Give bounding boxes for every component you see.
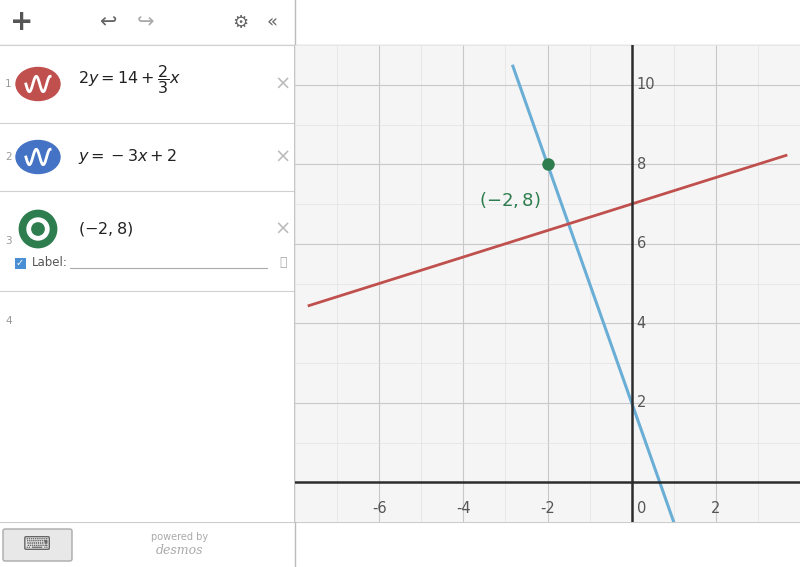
Text: ⌨: ⌨ [23, 535, 51, 555]
Text: 1: 1 [5, 79, 12, 89]
Text: ↪: ↪ [136, 12, 154, 32]
Text: ×: × [275, 219, 291, 239]
Text: +: + [10, 9, 34, 36]
Text: -4: -4 [456, 501, 470, 516]
Text: $y = -3x + 2$: $y = -3x + 2$ [78, 147, 177, 167]
Text: 3: 3 [5, 236, 12, 246]
Bar [14, 257, 26, 269]
Text: ✓: ✓ [16, 258, 24, 268]
Text: -2: -2 [540, 501, 555, 516]
Text: -6: -6 [372, 501, 386, 516]
Text: Label:: Label: [32, 256, 68, 269]
Text: ×: × [275, 147, 291, 167]
Text: $2y = 14 + \dfrac{2}{3}x$: $2y = 14 + \dfrac{2}{3}x$ [78, 64, 181, 96]
Ellipse shape [16, 141, 60, 174]
Text: $(-2, 8)$: $(-2, 8)$ [479, 190, 541, 210]
Text: 🔧: 🔧 [279, 256, 286, 269]
Text: 10: 10 [637, 77, 655, 92]
Text: powered by: powered by [151, 532, 209, 542]
Text: ⚙: ⚙ [232, 14, 248, 32]
Text: 4: 4 [5, 316, 12, 326]
Text: ×: × [275, 74, 291, 94]
Text: «: « [266, 14, 278, 32]
Text: desmos: desmos [156, 544, 204, 557]
Ellipse shape [16, 67, 60, 100]
Circle shape [19, 210, 57, 248]
Circle shape [32, 223, 44, 235]
Text: 2: 2 [5, 152, 12, 162]
Text: 6: 6 [637, 236, 646, 251]
Text: 8: 8 [637, 156, 646, 172]
Text: 2: 2 [711, 501, 721, 516]
Text: 2: 2 [637, 395, 646, 411]
Text: $(-2,8)$: $(-2,8)$ [78, 220, 133, 238]
Text: 4: 4 [637, 316, 646, 331]
FancyBboxPatch shape [3, 529, 72, 561]
Text: 0: 0 [637, 501, 646, 516]
Circle shape [27, 218, 49, 240]
Text: ↩: ↩ [99, 12, 117, 32]
